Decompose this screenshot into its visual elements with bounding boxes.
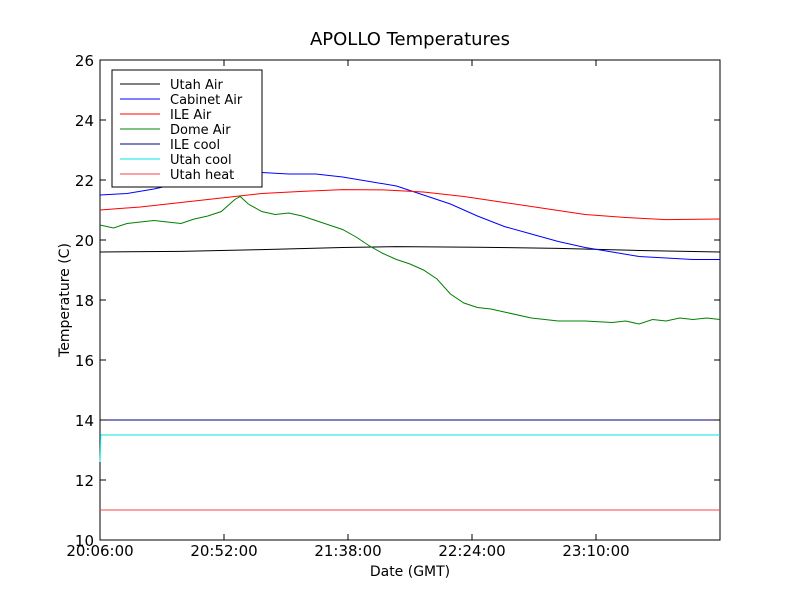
legend-label: Utah heat [170, 168, 234, 183]
x-tick-label: 22:24:00 [438, 542, 505, 560]
series-line-dome-air [99, 195, 721, 325]
y-tick-label: 16 [75, 352, 94, 370]
y-tick-label: 20 [75, 232, 94, 250]
y-tick-label: 26 [75, 52, 94, 70]
legend-label: Dome Air [170, 123, 231, 138]
y-tick-label: 22 [75, 172, 94, 190]
y-tick-label: 18 [75, 292, 94, 310]
legend-label: ILE Air [170, 108, 212, 123]
y-tick-label: 14 [75, 412, 94, 430]
x-tick-label: 20:06:00 [66, 542, 133, 560]
legend-label: Cabinet Air [170, 93, 243, 108]
y-tick-label: 10 [75, 532, 94, 550]
series-line-utah-cool [99, 434, 720, 463]
x-tick-label: 21:38:00 [314, 542, 381, 560]
y-axis-label: Temperature (C) [57, 243, 73, 358]
series-line-utah-air [99, 246, 721, 253]
legend-label: Utah cool [170, 153, 232, 168]
chart-title: APOLLO Temperatures [310, 29, 510, 50]
x-axis-label: Date (GMT) [370, 564, 450, 580]
y-tick-label: 24 [75, 112, 94, 130]
x-tick-label: 20:52:00 [190, 542, 257, 560]
legend-label: ILE cool [170, 138, 220, 153]
x-tick-label: 23:10:00 [562, 542, 629, 560]
y-tick-label: 12 [75, 472, 94, 490]
series-line-ile-air [99, 189, 721, 221]
legend-label: Utah Air [170, 78, 223, 93]
